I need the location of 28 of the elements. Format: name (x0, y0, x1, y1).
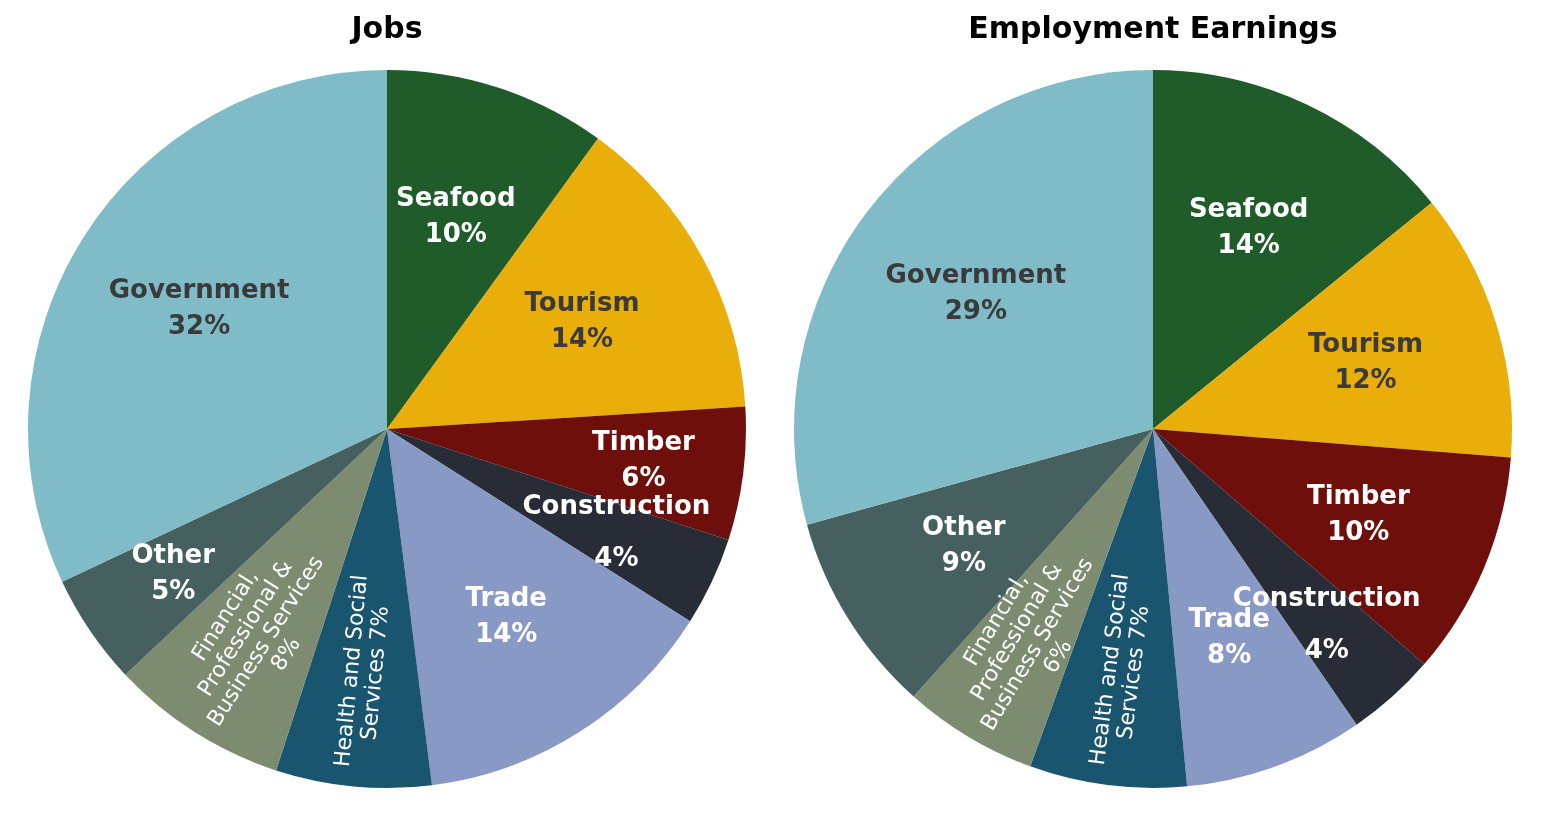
data-label: 32% (167, 310, 231, 341)
data-label: 14% (475, 617, 538, 648)
data-label: 14% (550, 322, 614, 353)
data-label: 10% (424, 218, 487, 249)
slice-label: Timber (592, 426, 696, 457)
chart-title: Jobs (349, 9, 423, 45)
slice-label: Tourism (1308, 327, 1424, 358)
slice-label: Other (131, 539, 216, 570)
data-label: 4% (1304, 633, 1349, 664)
slice-label: Health and Social Services 7% (328, 573, 393, 768)
chart-title: Employment Earnings (968, 9, 1338, 45)
data-label: 4% (594, 542, 639, 573)
slice-label: Timber (1306, 479, 1410, 510)
slice-label: Other (922, 511, 1006, 542)
data-label: 14% (1217, 228, 1280, 259)
data-label: 9% (941, 547, 986, 578)
data-label: 12% (1334, 363, 1397, 394)
slice-label: Tourism (524, 286, 640, 317)
data-label: 8% (1207, 638, 1252, 669)
slice-label: Government (885, 258, 1067, 289)
slice-label: Government (108, 274, 290, 305)
slice-label: Seafood (396, 182, 516, 213)
slice-label: Trade (465, 581, 548, 612)
slice-label: Seafood (1188, 192, 1309, 223)
data-label: 10% (1327, 515, 1390, 546)
data-label: 6% (621, 462, 666, 493)
slice-label: Construction (522, 490, 711, 521)
data-label: 29% (944, 294, 1007, 325)
